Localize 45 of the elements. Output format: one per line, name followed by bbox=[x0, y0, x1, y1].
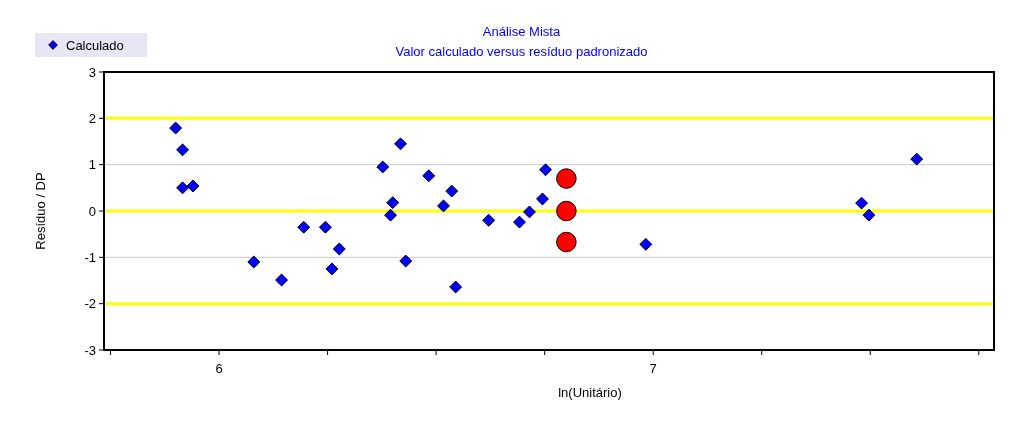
x-tick-label: 7 bbox=[649, 361, 657, 376]
y-axis-title: Resíduo / DP bbox=[33, 172, 48, 250]
point bbox=[376, 160, 390, 174]
y-tick-label: -3 bbox=[84, 342, 96, 358]
point bbox=[449, 280, 463, 294]
y-tick-label: 0 bbox=[88, 203, 96, 219]
point bbox=[422, 169, 436, 183]
y-tick-label: 2 bbox=[88, 110, 96, 126]
point bbox=[399, 254, 413, 268]
x-tick-label: 6 bbox=[215, 361, 223, 376]
point bbox=[186, 179, 200, 193]
point bbox=[384, 208, 397, 222]
y-tick-label: -1 bbox=[84, 249, 96, 265]
point bbox=[482, 213, 496, 227]
point bbox=[318, 220, 332, 234]
x-axis-title: ln(Unitário) bbox=[558, 385, 622, 400]
point bbox=[639, 237, 653, 251]
point bbox=[176, 143, 190, 157]
point bbox=[394, 137, 407, 151]
point bbox=[332, 242, 346, 256]
point bbox=[325, 262, 339, 276]
point bbox=[523, 205, 536, 219]
y-tick-label: -2 bbox=[84, 296, 96, 312]
point bbox=[862, 208, 876, 222]
point bbox=[556, 231, 577, 253]
chart-title: Análise Mista bbox=[482, 24, 561, 39]
point bbox=[910, 152, 924, 166]
point bbox=[855, 196, 869, 210]
chart-subtitle: Valor calculado versus resíduo padronizado bbox=[395, 44, 648, 59]
y-tick-label: 1 bbox=[88, 157, 96, 173]
point bbox=[437, 199, 450, 213]
point bbox=[445, 184, 459, 198]
point bbox=[275, 273, 289, 287]
legend-label: Calculado bbox=[66, 38, 124, 53]
point bbox=[556, 200, 577, 222]
point bbox=[513, 215, 526, 229]
point bbox=[556, 168, 577, 189]
point bbox=[297, 220, 311, 234]
point bbox=[386, 196, 400, 210]
point bbox=[247, 255, 261, 269]
point bbox=[536, 192, 549, 206]
point bbox=[169, 121, 183, 135]
y-tick-label: 3 bbox=[88, 64, 96, 80]
point bbox=[539, 163, 552, 177]
point bbox=[176, 181, 190, 195]
